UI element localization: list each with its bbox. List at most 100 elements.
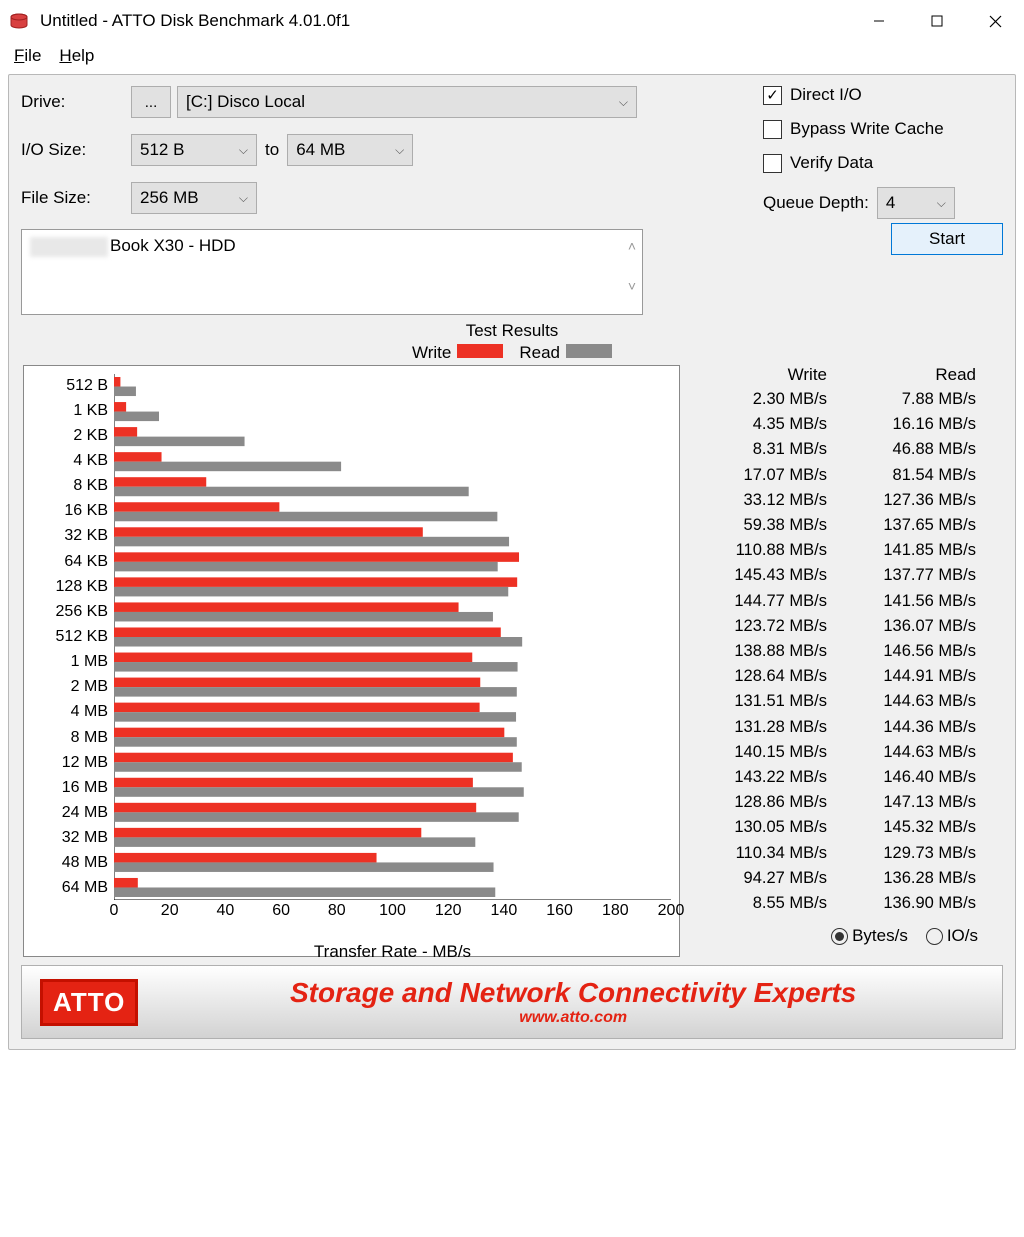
menu-file[interactable]: File [14, 46, 41, 66]
table-row: 140.15 MB/s144.63 MB/s [698, 740, 996, 765]
minimize-button[interactable] [850, 0, 908, 42]
table-row: 33.12 MB/s127.36 MB/s [698, 488, 996, 513]
browse-button[interactable]: ... [131, 86, 171, 118]
col-write: Write [698, 365, 847, 385]
radio-bytes[interactable] [831, 928, 848, 945]
table-row: 59.38 MB/s137.65 MB/s [698, 513, 996, 538]
y-axis-label: 4 KB [24, 452, 108, 470]
table-row: 138.88 MB/s146.56 MB/s [698, 639, 996, 664]
verify-checkbox[interactable] [763, 154, 782, 173]
y-axis-label: 2 MB [24, 678, 108, 696]
drive-label: Drive: [21, 92, 131, 112]
y-axis-label: 1 MB [24, 653, 108, 671]
content-frame: Drive: ... [C:] Disco Local ⌵ I/O Size: … [8, 74, 1016, 1050]
window-title: Untitled - ATTO Disk Benchmark 4.01.0f1 [40, 11, 850, 31]
x-axis-tick: 200 [658, 902, 685, 920]
chevron-down-icon: ⌵ [239, 143, 248, 158]
y-axis-label: 512 KB [24, 628, 108, 646]
y-axis-label: 16 KB [24, 502, 108, 520]
banner[interactable]: ATTO Storage and Network Connectivity Ex… [21, 965, 1003, 1039]
y-axis-label: 2 KB [24, 427, 108, 445]
close-button[interactable] [966, 0, 1024, 42]
y-axis-label: 1 KB [24, 402, 108, 420]
y-axis-label: 48 MB [24, 854, 108, 872]
y-axis-label: 64 MB [24, 879, 108, 897]
io-size-label: I/O Size: [21, 140, 131, 160]
maximize-button[interactable] [908, 0, 966, 42]
x-axis-tick: 180 [602, 902, 629, 920]
y-axis-label: 8 MB [24, 729, 108, 747]
table-row: 8.55 MB/s136.90 MB/s [698, 891, 996, 916]
table-row: 94.27 MB/s136.28 MB/s [698, 866, 996, 891]
chevron-down-icon: ⌵ [239, 191, 248, 206]
results-title: Test Results [21, 321, 1003, 341]
filesize-dropdown[interactable]: 256 MB⌵ [131, 182, 257, 214]
titlebar: Untitled - ATTO Disk Benchmark 4.01.0f1 [0, 0, 1024, 42]
table-row: 130.05 MB/s145.32 MB/s [698, 815, 996, 840]
banner-url: www.atto.com [162, 1009, 984, 1027]
bypass-checkbox[interactable] [763, 120, 782, 139]
x-axis-title: Transfer Rate - MB/s [114, 942, 671, 962]
table-row: 128.64 MB/s144.91 MB/s [698, 664, 996, 689]
x-axis-tick: 160 [546, 902, 573, 920]
y-axis-label: 64 KB [24, 553, 108, 571]
chevron-down-icon: ⌵ [395, 143, 404, 158]
drive-dropdown[interactable]: [C:] Disco Local ⌵ [177, 86, 637, 118]
to-label: to [265, 140, 279, 160]
y-axis-label: 32 MB [24, 829, 108, 847]
io-to-dropdown[interactable]: 64 MB⌵ [287, 134, 413, 166]
y-axis-label: 128 KB [24, 578, 108, 596]
x-axis-tick: 60 [272, 902, 290, 920]
y-axis-label: 16 MB [24, 779, 108, 797]
menubar: File Help [0, 42, 1024, 74]
y-axis-label: 4 MB [24, 703, 108, 721]
x-axis-tick: 100 [379, 902, 406, 920]
x-axis-tick: 0 [110, 902, 119, 920]
table-row: 131.28 MB/s144.36 MB/s [698, 715, 996, 740]
x-axis-tick: 120 [435, 902, 462, 920]
table-row: 8.31 MB/s46.88 MB/s [698, 437, 996, 462]
banner-tagline: Storage and Network Connectivity Experts [162, 977, 984, 1009]
filesize-label: File Size: [21, 188, 131, 208]
menu-help[interactable]: Help [59, 46, 94, 66]
chevron-down-icon: ⌵ [619, 95, 628, 110]
y-axis-label: 32 KB [24, 527, 108, 545]
verify-label: Verify Data [790, 153, 873, 173]
bypass-label: Bypass Write Cache [790, 119, 944, 139]
x-axis-tick: 40 [216, 902, 234, 920]
table-row: 128.86 MB/s147.13 MB/s [698, 790, 996, 815]
atto-logo: ATTO [40, 979, 138, 1026]
chart-legend: Write Read [21, 343, 1003, 363]
y-axis-label: 8 KB [24, 477, 108, 495]
app-icon [8, 10, 30, 32]
table-row: 17.07 MB/s81.54 MB/s [698, 463, 996, 488]
y-axis-label: 12 MB [24, 754, 108, 772]
x-axis-tick: 140 [491, 902, 518, 920]
x-axis-tick: 20 [161, 902, 179, 920]
table-row: 123.72 MB/s136.07 MB/s [698, 614, 996, 639]
drive-value: [C:] Disco Local [186, 92, 305, 112]
table-row: 145.43 MB/s137.77 MB/s [698, 563, 996, 588]
chevron-down-icon: ⌵ [937, 196, 946, 211]
table-row: 2.30 MB/s7.88 MB/s [698, 387, 996, 412]
queue-depth-label: Queue Depth: [763, 193, 869, 213]
y-axis-label: 24 MB [24, 804, 108, 822]
chart-panel: 512 B 1 KB 2 KB 4 KB 8 KB 16 KB 32 KB 64 KB 128 … [23, 365, 680, 957]
direct-io-label: Direct I/O [790, 85, 862, 105]
table-row: 4.35 MB/s16.16 MB/s [698, 412, 996, 437]
y-axis-label: 256 KB [24, 603, 108, 621]
direct-io-checkbox[interactable]: ✓ [763, 86, 782, 105]
table-row: 110.88 MB/s141.85 MB/s [698, 538, 996, 563]
description-input[interactable]: Book X30 - HDD ˄˅ [21, 229, 643, 315]
start-button[interactable]: Start [891, 223, 1003, 255]
y-axis-label: 512 B [24, 377, 108, 395]
radio-io[interactable] [926, 928, 943, 945]
scroll-arrows[interactable]: ˄˅ [628, 238, 636, 318]
io-from-dropdown[interactable]: 512 B⌵ [131, 134, 257, 166]
table-row: 144.77 MB/s141.56 MB/s [698, 589, 996, 614]
table-row: 110.34 MB/s129.73 MB/s [698, 841, 996, 866]
table-row: 131.51 MB/s144.63 MB/s [698, 689, 996, 714]
x-axis-tick: 80 [328, 902, 346, 920]
table-row: 143.22 MB/s146.40 MB/s [698, 765, 996, 790]
queue-depth-dropdown[interactable]: 4⌵ [877, 187, 955, 219]
